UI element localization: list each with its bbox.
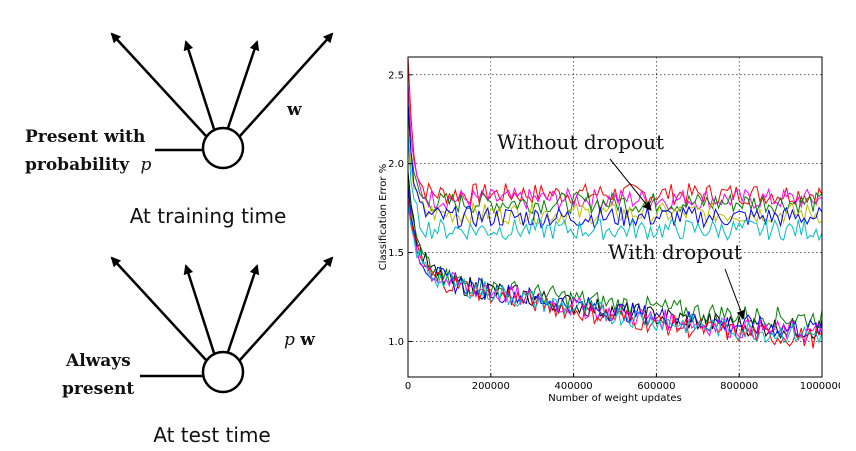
training-arrow-1: [110, 32, 207, 137]
annotation-arrow-without: [609, 158, 652, 212]
test-neuron: Always present p w At test time: [62, 256, 334, 447]
test-arrow-2: [183, 264, 216, 354]
x-axis-label: Number of weight updates: [548, 393, 682, 404]
test-weight-label-w: w: [299, 330, 315, 350]
training-arrow-2: [183, 40, 216, 130]
test-weight-label-var: p: [284, 330, 295, 350]
training-weight-label: w: [286, 100, 302, 120]
training-arrow-3: [226, 40, 260, 129]
series-line-without-1: [408, 57, 822, 207]
annotation-with-dropout: With dropout: [608, 240, 742, 264]
training-neuron: Present with probability p w At training…: [25, 32, 334, 228]
test-arrow-4: [239, 256, 334, 361]
annotation-without-dropout: Without dropout: [497, 130, 664, 154]
test-unit-circle: [201, 350, 245, 394]
y-axis-label: Classification Error %: [378, 164, 389, 270]
series-line-without-5: [408, 100, 822, 229]
y-tick-label: 1.0: [388, 337, 404, 348]
x-tick-label: 400000: [555, 381, 593, 392]
y-tick-label: 2.0: [388, 159, 404, 170]
training-input-label-word: probability: [25, 155, 130, 175]
x-tick-label: 200000: [472, 381, 510, 392]
series-line-with-11: [408, 205, 822, 349]
training-unit-circle: [201, 126, 245, 170]
grid: [408, 57, 822, 377]
y-tick-label: 2.5: [388, 70, 404, 81]
test-arrow-1: [110, 256, 207, 361]
test-input-label-line1: Always: [65, 351, 131, 371]
test-weight-label: p w: [284, 330, 315, 350]
ticks: 0 200000 400000 600000 800000 1000000 1.0 1.5 2.…: [388, 70, 840, 392]
test-input-label-line2: present: [62, 379, 134, 399]
training-input-label-line1: Present with: [25, 127, 145, 147]
series-line-with-12: [408, 204, 822, 344]
x-tick-label: 600000: [637, 381, 675, 392]
series-line-with-10: [408, 198, 822, 344]
training-input-label-var: p: [140, 155, 151, 175]
annotations: Without dropout With dropout: [497, 130, 746, 320]
x-tick-label: 1000000: [800, 381, 840, 392]
training-input-label-line2: probability p: [25, 155, 151, 175]
series-line-without-3: [408, 112, 822, 216]
x-tick-label: 800000: [720, 381, 758, 392]
dropout-diagram: Present with probability p w At training…: [25, 32, 334, 447]
test-caption: At test time: [153, 423, 270, 447]
y-tick-label: 1.5: [388, 248, 404, 259]
test-arrow-3: [226, 264, 260, 353]
training-arrow-4: [239, 32, 334, 137]
plot-frame: [407, 56, 823, 378]
series-line-without-4: [408, 129, 822, 226]
annotation-arrow-with: [724, 268, 746, 320]
error-chart: 0 200000 400000 600000 800000 1000000 1.0 1.5 2.…: [378, 56, 840, 404]
series-line-without-2: [408, 81, 822, 212]
x-tick-label: 0: [405, 381, 411, 392]
series-line-without-6: [408, 133, 822, 242]
series-layer: [408, 57, 822, 349]
training-caption: At training time: [130, 204, 287, 228]
